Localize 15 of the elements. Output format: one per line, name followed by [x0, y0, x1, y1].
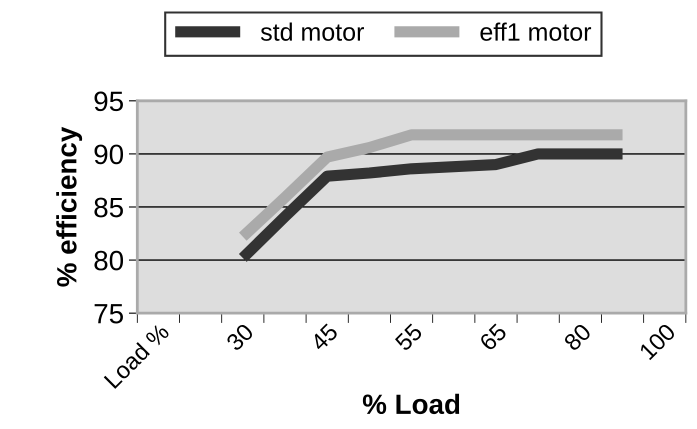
x-tick-label: 30: [225, 322, 254, 352]
legend-label: eff1 motor: [480, 22, 592, 41]
y-tick-label: 95: [94, 91, 123, 112]
y-tick-label: 90: [94, 144, 124, 164]
x-tick-label: 100: [638, 322, 676, 360]
x-axis-title: % Load: [362, 394, 460, 414]
y-axis-title: % efficiency: [56, 126, 82, 287]
y-tick-label: 85: [94, 198, 123, 218]
x-tick-label: 80: [562, 322, 592, 352]
legend-label: std motor: [260, 22, 364, 41]
x-tick-label: 45: [310, 322, 339, 352]
y-tick-label: 80: [94, 250, 124, 270]
y-tick-label: 75: [94, 304, 123, 324]
x-tick-label: 65: [478, 322, 508, 352]
x-tick-label: 55: [394, 322, 424, 352]
